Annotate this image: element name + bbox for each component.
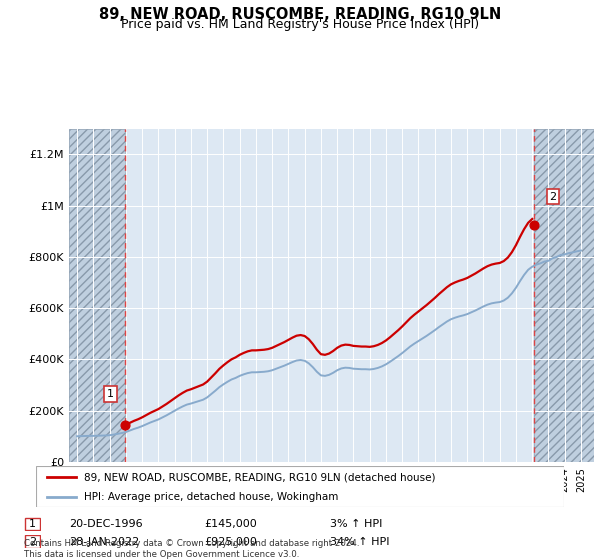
Point bbox=[121, 421, 130, 430]
Bar bbox=[69, 129, 125, 462]
Text: 34% ↑ HPI: 34% ↑ HPI bbox=[330, 536, 389, 547]
Text: 2: 2 bbox=[550, 192, 557, 202]
Text: 3% ↑ HPI: 3% ↑ HPI bbox=[330, 519, 382, 529]
FancyBboxPatch shape bbox=[36, 466, 564, 507]
Text: 89, NEW ROAD, RUSCOMBE, READING, RG10 9LN (detached house): 89, NEW ROAD, RUSCOMBE, READING, RG10 9L… bbox=[83, 473, 435, 482]
Text: 1: 1 bbox=[107, 389, 114, 399]
FancyBboxPatch shape bbox=[25, 535, 40, 548]
Text: 2: 2 bbox=[29, 536, 36, 547]
Text: Price paid vs. HM Land Registry's House Price Index (HPI): Price paid vs. HM Land Registry's House … bbox=[121, 18, 479, 31]
Text: 89, NEW ROAD, RUSCOMBE, READING, RG10 9LN: 89, NEW ROAD, RUSCOMBE, READING, RG10 9L… bbox=[99, 7, 501, 22]
Bar bbox=[69, 129, 125, 462]
Bar bbox=[533, 129, 594, 462]
Bar bbox=[533, 129, 594, 462]
Text: 1: 1 bbox=[29, 519, 36, 529]
Text: HPI: Average price, detached house, Wokingham: HPI: Average price, detached house, Woki… bbox=[83, 492, 338, 502]
Text: £925,000: £925,000 bbox=[204, 536, 257, 547]
Point bbox=[529, 221, 538, 230]
Text: 28-JAN-2022: 28-JAN-2022 bbox=[69, 536, 139, 547]
FancyBboxPatch shape bbox=[25, 518, 40, 530]
Text: £145,000: £145,000 bbox=[204, 519, 257, 529]
Text: Contains HM Land Registry data © Crown copyright and database right 2024.
This d: Contains HM Land Registry data © Crown c… bbox=[24, 539, 359, 559]
Text: 20-DEC-1996: 20-DEC-1996 bbox=[69, 519, 143, 529]
